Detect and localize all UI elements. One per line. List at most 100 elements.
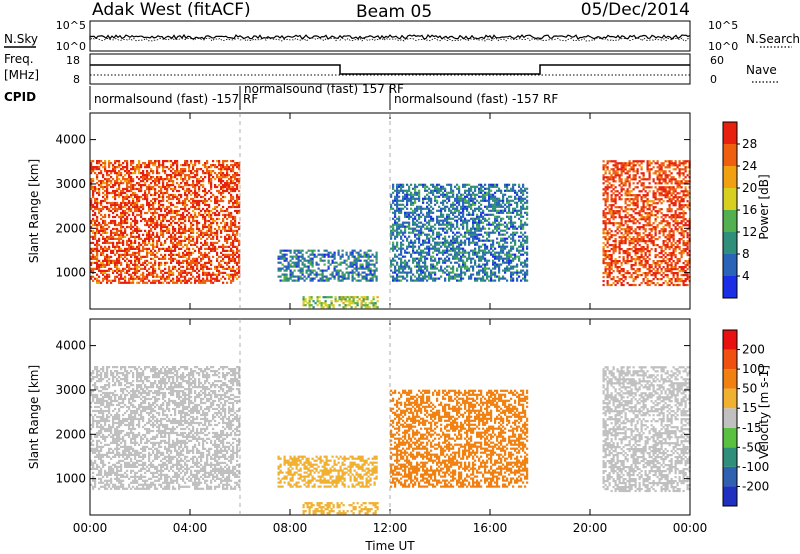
scatter-cell (510, 199, 513, 202)
scatter-cell (474, 261, 477, 264)
scatter-cell (363, 277, 366, 280)
scatter-cell (124, 160, 127, 163)
scatter-cell (414, 251, 417, 254)
scatter-cell (339, 275, 342, 278)
scatter-cell (156, 160, 159, 163)
scatter-cell (102, 187, 105, 191)
scatter-cell (420, 211, 423, 214)
scatter-cell (351, 255, 354, 258)
scatter-cell (452, 191, 455, 194)
scatter-cell (420, 249, 423, 252)
scatter-cell (96, 261, 99, 264)
scatter-cell (398, 189, 401, 192)
scatter-cell (90, 187, 93, 191)
scatter-cell (102, 261, 105, 264)
scatter-cell (112, 271, 115, 274)
scatter-cell (512, 257, 515, 260)
scatter-cell (90, 182, 93, 185)
scatter-cell (526, 201, 529, 204)
scatter-cell (404, 197, 407, 200)
scatter-cell (136, 263, 139, 266)
scatter-cell (112, 245, 115, 248)
scatter-cell (112, 189, 115, 193)
scatter-cell (130, 223, 133, 227)
scatter-cell (98, 191, 101, 195)
scatter-cell (452, 235, 455, 238)
scatter-cell (96, 178, 99, 181)
scatter-cell (434, 223, 437, 226)
scatter-cell (331, 271, 334, 274)
scatter-cell (335, 265, 338, 268)
scatter-cell (176, 189, 179, 193)
scatter-cell (162, 217, 165, 221)
scatter-cell (186, 247, 189, 250)
scatter-cell (512, 235, 515, 238)
scatter-cell (418, 197, 421, 200)
scatter-cell (442, 261, 445, 264)
scatter-cell (492, 267, 495, 270)
scatter-cell (444, 245, 447, 248)
scatter-cell (170, 221, 173, 225)
scatter-cell (226, 170, 229, 173)
scatter-cell (204, 215, 207, 219)
scatter-cell (436, 217, 439, 220)
scatter-cell (444, 261, 447, 264)
scatter-cell (216, 277, 219, 280)
scatter-cell (297, 259, 300, 262)
scatter-cell (154, 164, 157, 167)
scatter-cell (174, 193, 177, 197)
scatter-cell (200, 195, 203, 199)
scatter-cell (134, 184, 137, 187)
scatter-cell (400, 241, 403, 244)
scatter-cell (126, 184, 129, 187)
scatter-cell (120, 223, 123, 227)
scatter-cell (462, 277, 465, 280)
scatter-cell (228, 187, 231, 191)
scatter-cell (158, 178, 161, 181)
scatter-cell (287, 267, 290, 270)
scatter-cell (190, 261, 193, 264)
scatter-cell (508, 249, 511, 252)
scatter-cell (486, 277, 489, 280)
scatter-cell (394, 265, 397, 268)
scatter-cell (484, 193, 487, 196)
scatter-cell (277, 269, 280, 272)
scatter-cell (311, 259, 314, 262)
scatter-cell (144, 267, 147, 270)
scatter-cell (110, 172, 113, 175)
scatter-cell (232, 241, 235, 244)
scatter-cell (214, 207, 217, 211)
scatter-cell (430, 247, 433, 250)
scatter-cell (128, 269, 131, 272)
scatter-cell (484, 269, 487, 272)
scatter-cell (340, 296, 343, 299)
scatter-cell (460, 195, 463, 198)
scatter-cell (106, 207, 109, 211)
scatter-cell (160, 219, 163, 223)
scatter-cell (124, 267, 127, 270)
scatter-cell (287, 263, 290, 266)
scatter-cell (200, 176, 203, 179)
scatter-cell (180, 239, 183, 242)
scatter-cell (470, 217, 473, 220)
scatter-cell (206, 219, 209, 223)
scatter-cell (92, 261, 95, 264)
scatter-cell (484, 267, 487, 270)
scatter-cell (140, 185, 143, 189)
scatter-cell (504, 225, 507, 228)
scatter-cell (138, 178, 141, 181)
scatter-cell (414, 215, 417, 218)
scatter-cell (394, 235, 397, 238)
scatter-cell (482, 215, 485, 218)
scatter-cell (132, 178, 135, 181)
scatter-cell (118, 162, 121, 165)
scatter-cell (452, 241, 455, 244)
scatter-cell (168, 275, 171, 278)
scatter-cell (226, 273, 229, 276)
scatter-cell (190, 235, 193, 238)
scatter-cell (462, 197, 465, 200)
scatter-cell (152, 251, 155, 254)
scatter-cell (440, 223, 443, 226)
scatter-cell (198, 261, 201, 264)
scatter-cell (414, 217, 417, 220)
